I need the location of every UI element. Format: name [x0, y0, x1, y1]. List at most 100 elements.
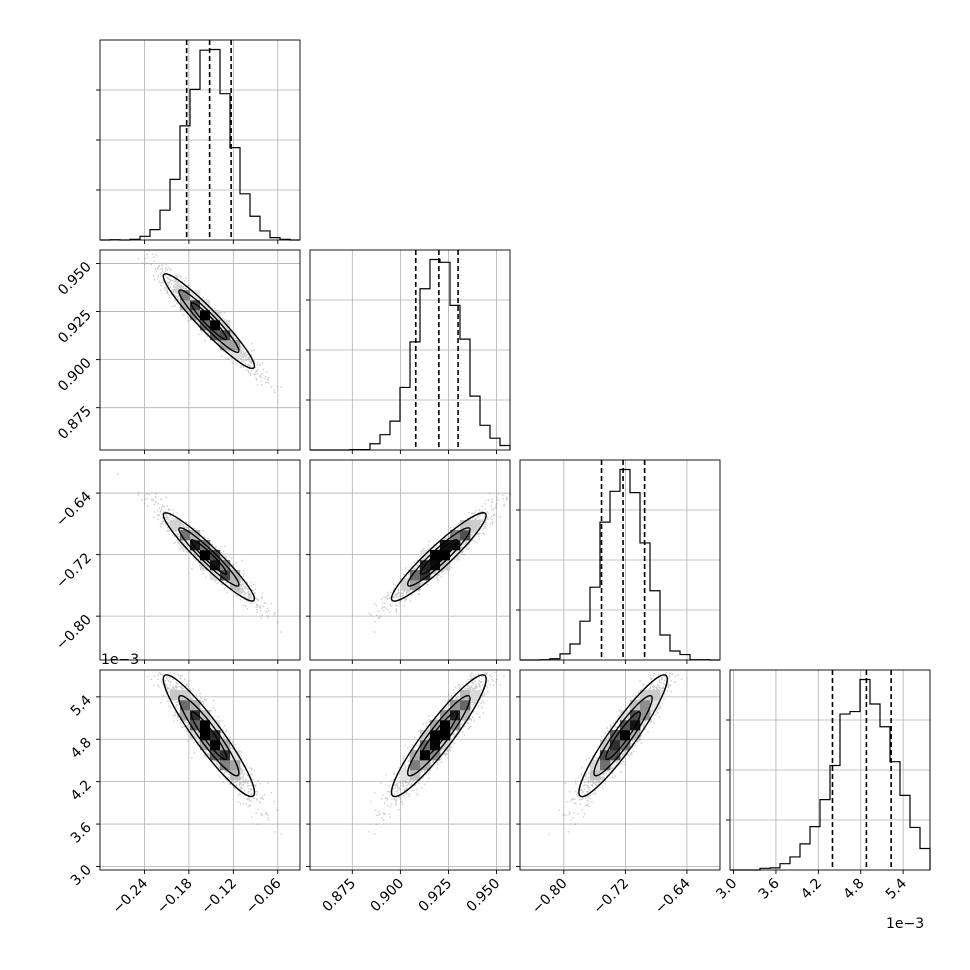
- density-cell: [210, 720, 221, 731]
- density-cell: [610, 740, 621, 751]
- density-cell: [410, 580, 421, 591]
- density-cell: [460, 530, 471, 541]
- density-cell: [630, 730, 641, 741]
- contour-level-1: [406, 527, 471, 587]
- density-cell: [190, 290, 201, 301]
- histogram-panel-0: [96, 39, 301, 244]
- x-tick-label: 4.8: [841, 876, 868, 903]
- panel-frame: [519, 669, 721, 871]
- y-tick-label: −0.64: [53, 489, 95, 531]
- density-cell: [400, 770, 411, 781]
- density-cell: [220, 740, 231, 751]
- density-cell: [230, 570, 241, 581]
- density-cell: [200, 300, 211, 311]
- density-cell: [180, 690, 191, 701]
- density-cell: [440, 730, 451, 741]
- density-cell: [620, 730, 631, 741]
- density-cell: [600, 760, 611, 771]
- density-cell: [650, 690, 661, 701]
- y-tick-label: 5.4: [68, 692, 95, 719]
- y-tick-label: 4.2: [68, 777, 95, 804]
- y-tick-label: 3.6: [68, 820, 95, 847]
- y-tick-label: 0.950: [55, 259, 95, 299]
- histogram-panel-3: 3.0 3.6 4.2 4.8 5.4: [713, 669, 931, 903]
- density-cell: [420, 570, 431, 581]
- density-cell: [210, 750, 221, 761]
- histogram-step-2: [520, 468, 720, 661]
- x-tick-label: 3.6: [756, 875, 783, 902]
- density-cell: [400, 580, 411, 591]
- histogram-step-3: [730, 678, 931, 871]
- x-tick-label: 4.2: [798, 876, 825, 903]
- contour-level-0: [190, 711, 228, 761]
- density-cell: [170, 520, 181, 531]
- density-cell: [420, 730, 431, 741]
- density-cell: [470, 690, 481, 701]
- contour-level-1: [178, 694, 240, 777]
- density-cell: [220, 750, 231, 761]
- density-cell: [410, 570, 421, 581]
- density-cell: [180, 300, 191, 311]
- panel-frame: [729, 669, 931, 871]
- contour-level-0: [419, 538, 459, 575]
- panel-frame: [99, 669, 301, 871]
- y-tick-label: −0.72: [53, 550, 95, 592]
- density-cell: [210, 320, 221, 331]
- offset-label-x: 1e−3: [886, 916, 924, 932]
- density-cell: [180, 530, 191, 541]
- density-cell: [220, 320, 231, 331]
- panel-frame: [99, 39, 301, 241]
- density-cell: [210, 740, 221, 751]
- y-tick-label: 0.900: [55, 355, 95, 395]
- scatter-points-1-0: [137, 250, 282, 394]
- density-cell: [230, 350, 241, 361]
- density-cell: [440, 720, 451, 731]
- panel-frame: [99, 249, 301, 451]
- density-cell: [610, 750, 621, 761]
- density-cell: [200, 720, 211, 731]
- density-cell: [200, 550, 211, 561]
- density-cell: [640, 700, 651, 711]
- y-tick-label: −0.80: [53, 612, 95, 654]
- x-tick-label: 0.925: [416, 876, 456, 916]
- histogram-step-1: [310, 258, 511, 451]
- density-cell: [600, 740, 611, 751]
- density-cell: [210, 550, 221, 561]
- density-cell: [450, 550, 461, 561]
- density-cell: [440, 710, 451, 721]
- density-cell: [210, 570, 221, 581]
- density-cell: [470, 520, 481, 531]
- density-cell: [450, 700, 461, 711]
- density-cell: [200, 310, 211, 321]
- density-cell: [190, 710, 201, 721]
- density-cell: [460, 520, 471, 531]
- density-cell: [420, 750, 431, 761]
- density-cell: [590, 760, 601, 771]
- contour-level-2: [162, 273, 256, 370]
- density-cell: [440, 560, 451, 571]
- density-cell: [200, 730, 211, 741]
- density-cell: [200, 320, 211, 331]
- density-cell: [210, 310, 221, 321]
- x-tick-label: 0.950: [464, 876, 504, 916]
- density-cell: [410, 770, 421, 781]
- contour-level-0: [190, 538, 228, 575]
- scatter-panel-3-1: 0.875 0.900 0.925 0.950: [306, 669, 511, 916]
- density-cell: [230, 750, 241, 761]
- x-tick-label: 0.875: [319, 876, 359, 916]
- y-tick-label: 3.0: [68, 862, 95, 889]
- density-cell: [190, 730, 201, 741]
- density-cell: [430, 730, 441, 741]
- density-cell: [190, 540, 201, 551]
- density-cell: [450, 720, 461, 731]
- density-cell: [230, 340, 241, 351]
- panel-frame: [309, 459, 511, 661]
- contour-level-0: [190, 301, 228, 341]
- density-cell: [610, 730, 621, 741]
- contour-level-2: [390, 512, 487, 602]
- density-cell: [210, 330, 221, 341]
- density-cell: [410, 760, 421, 771]
- panel-frame: [99, 459, 301, 661]
- density-cell: [180, 700, 191, 711]
- density-cell: [600, 750, 611, 761]
